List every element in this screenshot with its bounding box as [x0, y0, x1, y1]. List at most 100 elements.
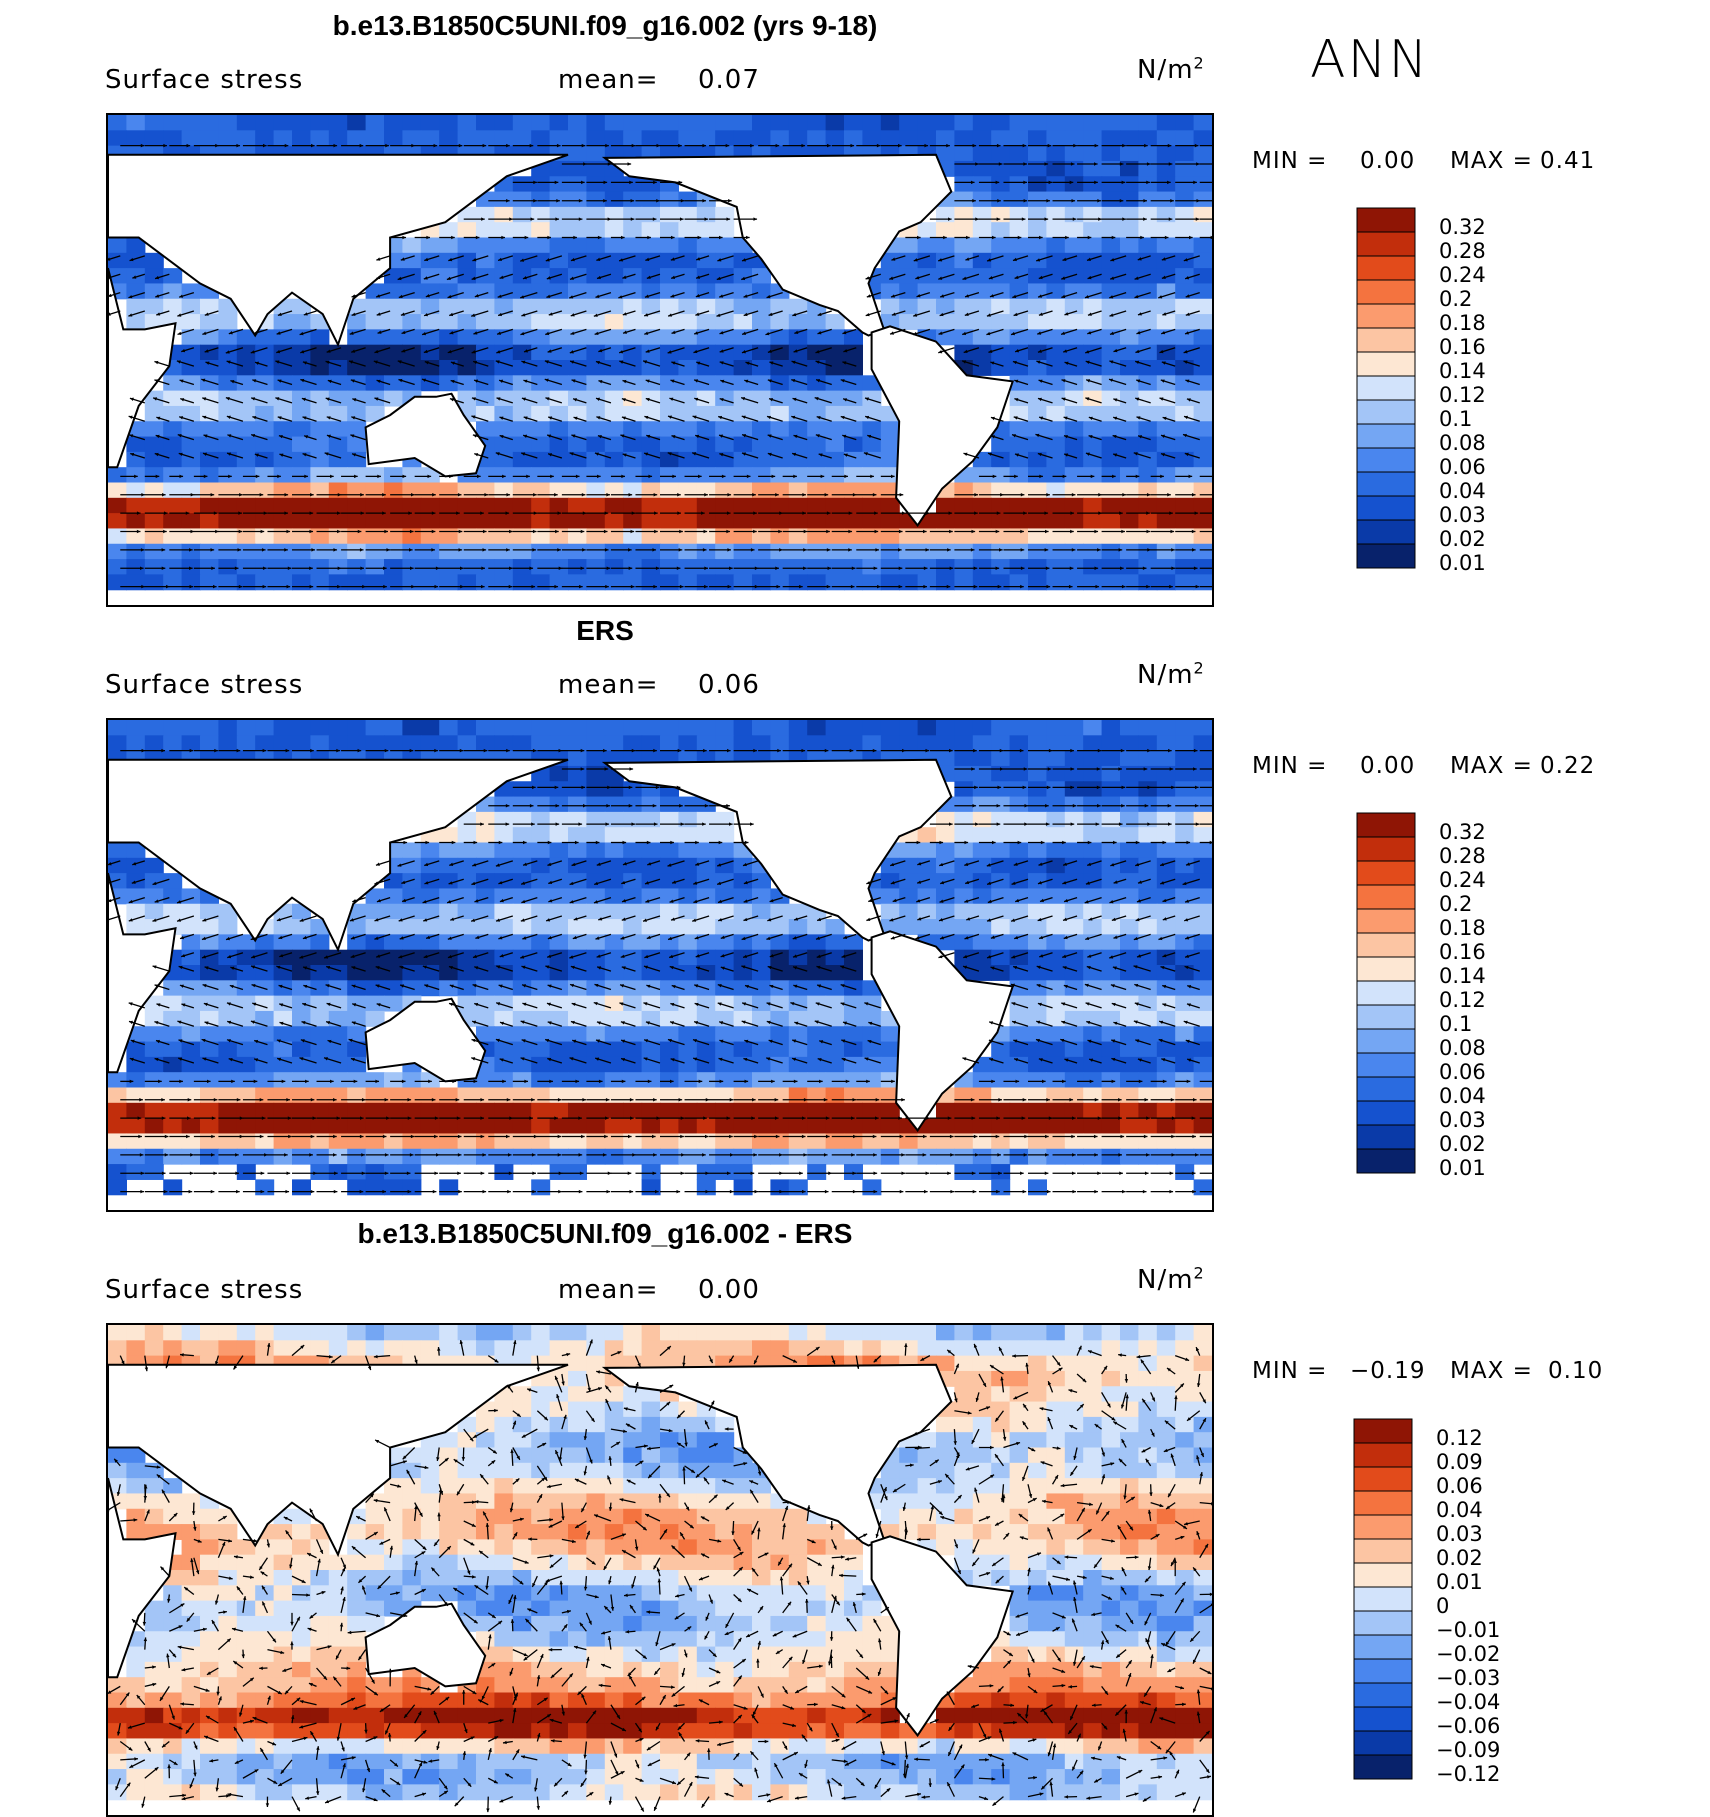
field-cell [1175, 452, 1194, 468]
field-cell [605, 238, 624, 254]
field-cell [568, 406, 587, 422]
field-cell [881, 115, 900, 131]
field-cell [292, 498, 311, 514]
field-cell [623, 827, 642, 843]
field-cell [1010, 735, 1029, 751]
field-cell [899, 574, 918, 590]
field-cell [384, 919, 403, 935]
field-cell [200, 421, 219, 437]
field-cell [826, 934, 845, 950]
field-cell [366, 498, 385, 514]
field-cell [126, 1164, 145, 1180]
colorbar-tick-label: 0.12 [1439, 383, 1486, 407]
field-cell [494, 238, 513, 254]
field-cell [1138, 207, 1157, 223]
field-cell [678, 827, 697, 843]
field-cell [513, 965, 532, 981]
field-cell [1083, 483, 1102, 499]
field-cell [862, 1133, 881, 1149]
field-cell [715, 574, 734, 590]
field-cell [402, 919, 421, 935]
field-cell [421, 843, 440, 859]
colorbar-swatch [1357, 424, 1415, 448]
field-cell [1065, 421, 1084, 437]
field-cell [623, 950, 642, 966]
field-cell [605, 1072, 624, 1088]
field-cell [329, 345, 348, 361]
field-cell [421, 283, 440, 299]
field-cell [715, 812, 734, 828]
field-cell [494, 544, 513, 560]
field-cell [347, 452, 366, 468]
field-cell [605, 919, 624, 935]
field-cell [274, 314, 293, 330]
field-cell [586, 1118, 605, 1134]
field-cell [145, 467, 164, 483]
field-cell [1083, 965, 1102, 981]
field-cell [881, 1042, 900, 1058]
field-cell [1046, 222, 1065, 238]
field-cell [366, 360, 385, 376]
field-cell [642, 843, 661, 859]
field-cell [660, 559, 679, 575]
field-cell [1102, 452, 1121, 468]
field-cell [1157, 1118, 1176, 1134]
field-cell [1046, 176, 1065, 192]
field-cell [642, 559, 661, 575]
field-cell [678, 1088, 697, 1104]
field-cell [550, 192, 569, 208]
field-cell [1194, 1103, 1212, 1119]
field-cell [145, 888, 164, 904]
field-cell [476, 559, 495, 575]
field-cell [991, 735, 1010, 751]
field-cell [605, 268, 624, 284]
field-cell [513, 1118, 532, 1134]
field-cell [550, 843, 569, 859]
field-cell [568, 253, 587, 269]
field-cell [1028, 452, 1047, 468]
field-cell [163, 544, 182, 560]
field-cell [145, 1164, 164, 1180]
field-cell [568, 314, 587, 330]
field-cell [586, 980, 605, 996]
field-cell [200, 965, 219, 981]
field-cell [642, 1011, 661, 1027]
field-cell [678, 996, 697, 1012]
field-cell [1102, 1042, 1121, 1058]
field-cell [899, 130, 918, 146]
field-cell [770, 544, 789, 560]
field-cell [1175, 996, 1194, 1012]
field-cell [1065, 919, 1084, 935]
field-cell [126, 720, 145, 736]
field-cell [1046, 544, 1065, 560]
field-cell [642, 812, 661, 828]
field-cell [1065, 720, 1084, 736]
field-cell [347, 314, 366, 330]
field-cell [678, 735, 697, 751]
colorbar-tick-label: 0.1 [1439, 407, 1472, 431]
field-cell [586, 1042, 605, 1058]
field-cell [954, 299, 973, 315]
field-cell [1065, 766, 1084, 782]
field-cell [734, 452, 753, 468]
field-cell [182, 919, 201, 935]
field-cell [844, 528, 863, 544]
field-cell [568, 452, 587, 468]
field-cell [145, 904, 164, 920]
field-cell [899, 1149, 918, 1165]
field-cell [402, 843, 421, 859]
field-cell [936, 314, 955, 330]
field-cell [954, 146, 973, 162]
field-cell [568, 827, 587, 843]
field-cell [568, 238, 587, 254]
colorbar-tick-label: 0.32 [1439, 215, 1486, 239]
field-cell [1028, 1072, 1047, 1088]
field-cell [439, 268, 458, 284]
field-cell [384, 888, 403, 904]
field-cell [734, 437, 753, 453]
field-cell [770, 735, 789, 751]
field-cell [568, 176, 587, 192]
field-cell [108, 1164, 127, 1180]
field-cell [1120, 735, 1139, 751]
field-cell [807, 1072, 826, 1088]
